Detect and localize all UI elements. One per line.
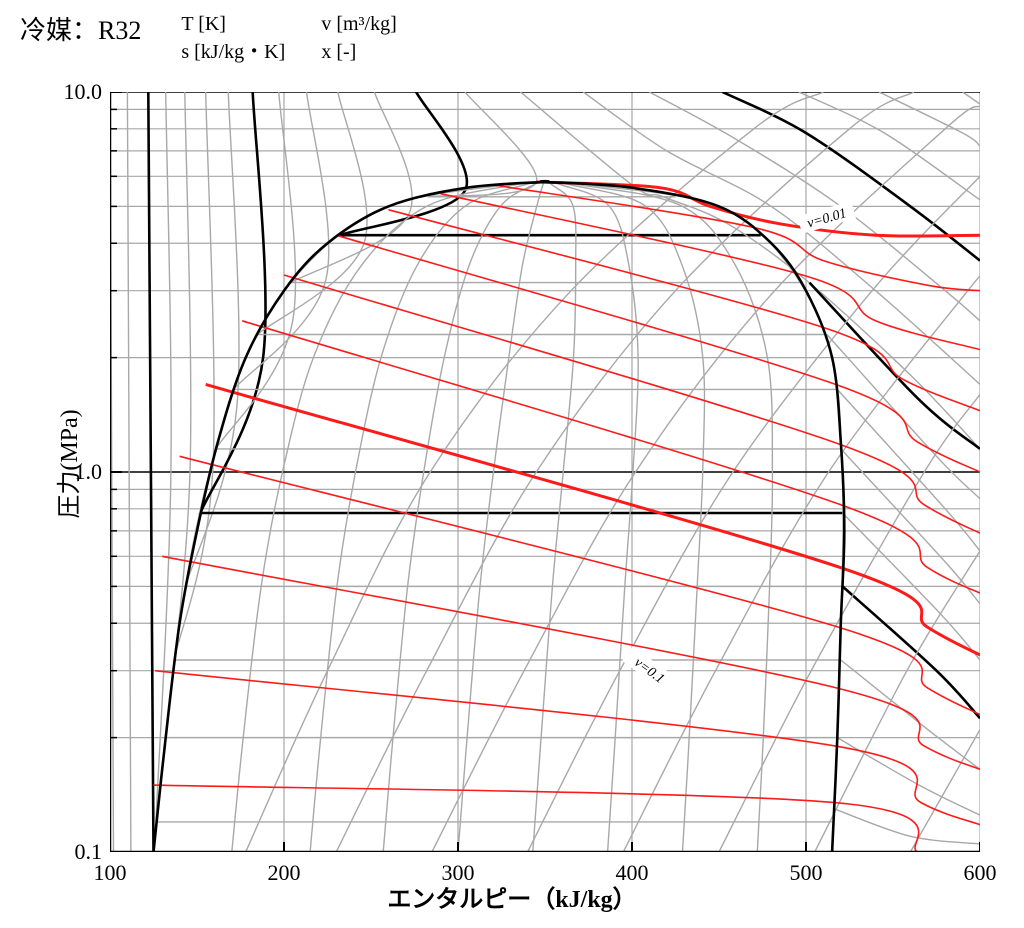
y-tick-label: 10.0: [64, 79, 103, 105]
legend-x: x [-]: [321, 38, 461, 66]
x-axis-label: エンタルピー（kJ/kg）: [387, 879, 636, 914]
x-tick-label: 300: [442, 860, 475, 886]
x-tick-label: 600: [964, 860, 997, 886]
legend-s: s [kJ/kg・K]: [181, 38, 321, 66]
x-tick-label: 100: [94, 860, 127, 886]
chart-header: 冷媒：R32 T [K] v [m³/kg] s [kJ/kg・K] x [-]: [20, 10, 461, 66]
refrigerant-label: 冷媒：R32: [20, 10, 141, 47]
legend-v: v [m³/kg]: [321, 10, 461, 38]
y-tick-label: 1.0: [75, 459, 103, 485]
x-tick-label: 500: [790, 860, 823, 886]
plot-area: v=0.01v=0.1 0.11.010.0100200300400500600: [110, 92, 980, 852]
x-tick-label: 400: [616, 860, 649, 886]
x-tick-label: 200: [268, 860, 301, 886]
legend-T: T [K]: [181, 10, 321, 38]
isochor-label: v=0.1: [622, 646, 678, 693]
symbol-legend: T [K] v [m³/kg] s [kJ/kg・K] x [-]: [181, 10, 461, 66]
ph-diagram-svg: v=0.01v=0.1: [110, 92, 980, 852]
